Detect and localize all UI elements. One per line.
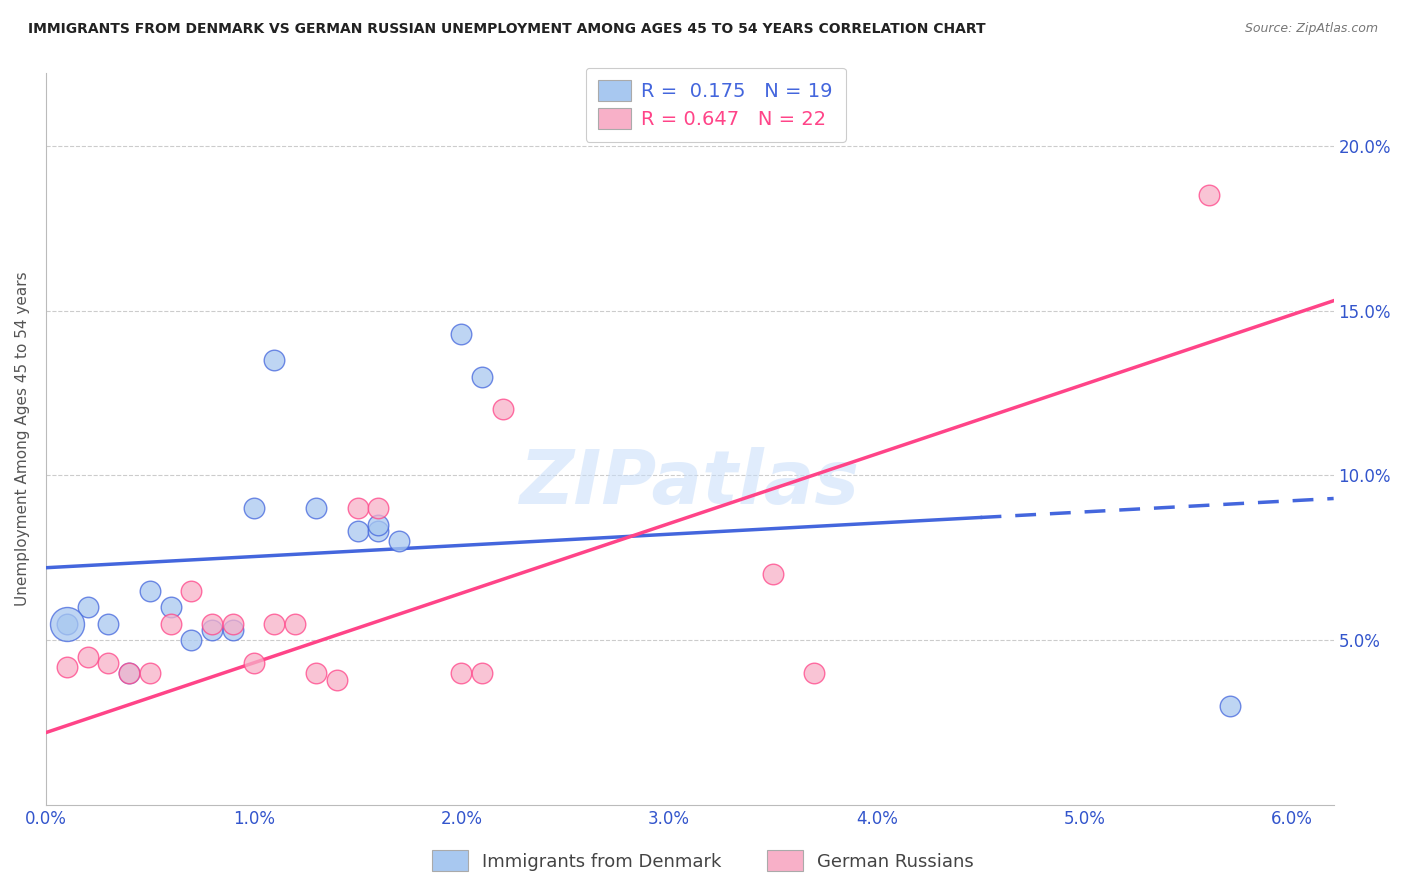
- Text: Source: ZipAtlas.com: Source: ZipAtlas.com: [1244, 22, 1378, 36]
- Point: [97, 616, 120, 631]
- Point: [367, 524, 389, 539]
- Point: [346, 524, 368, 539]
- Point: [201, 624, 224, 638]
- Y-axis label: Unemployment Among Ages 45 to 54 years: Unemployment Among Ages 45 to 54 years: [15, 272, 30, 607]
- Point: [139, 666, 162, 681]
- Point: [346, 501, 368, 516]
- Point: [263, 616, 285, 631]
- Point: [492, 402, 515, 417]
- Point: [180, 633, 202, 648]
- Point: [180, 583, 202, 598]
- Point: [159, 616, 181, 631]
- Text: IMMIGRANTS FROM DENMARK VS GERMAN RUSSIAN UNEMPLOYMENT AMONG AGES 45 TO 54 YEARS: IMMIGRANTS FROM DENMARK VS GERMAN RUSSIA…: [28, 22, 986, 37]
- Point: [284, 616, 307, 631]
- Point: [97, 657, 120, 671]
- Point: [1198, 188, 1220, 202]
- Point: [471, 369, 494, 384]
- Point: [55, 616, 77, 631]
- Point: [388, 534, 411, 549]
- Point: [55, 616, 77, 631]
- Point: [325, 673, 347, 687]
- Legend: R =  0.175   N = 19, R = 0.647   N = 22: R = 0.175 N = 19, R = 0.647 N = 22: [585, 68, 845, 142]
- Legend: Immigrants from Denmark, German Russians: Immigrants from Denmark, German Russians: [425, 843, 981, 879]
- Point: [139, 583, 162, 598]
- Point: [55, 659, 77, 673]
- Point: [803, 666, 825, 681]
- Point: [118, 666, 141, 681]
- Point: [367, 517, 389, 532]
- Point: [222, 624, 245, 638]
- Point: [471, 666, 494, 681]
- Point: [201, 616, 224, 631]
- Point: [159, 600, 181, 615]
- Point: [367, 501, 389, 516]
- Point: [242, 657, 264, 671]
- Point: [1219, 699, 1241, 714]
- Point: [76, 649, 98, 664]
- Point: [118, 666, 141, 681]
- Point: [762, 567, 785, 582]
- Point: [222, 616, 245, 631]
- Point: [263, 353, 285, 368]
- Point: [450, 666, 472, 681]
- Point: [305, 666, 328, 681]
- Text: ZIPatlas: ZIPatlas: [520, 447, 860, 519]
- Point: [450, 326, 472, 341]
- Point: [305, 501, 328, 516]
- Point: [242, 501, 264, 516]
- Point: [76, 600, 98, 615]
